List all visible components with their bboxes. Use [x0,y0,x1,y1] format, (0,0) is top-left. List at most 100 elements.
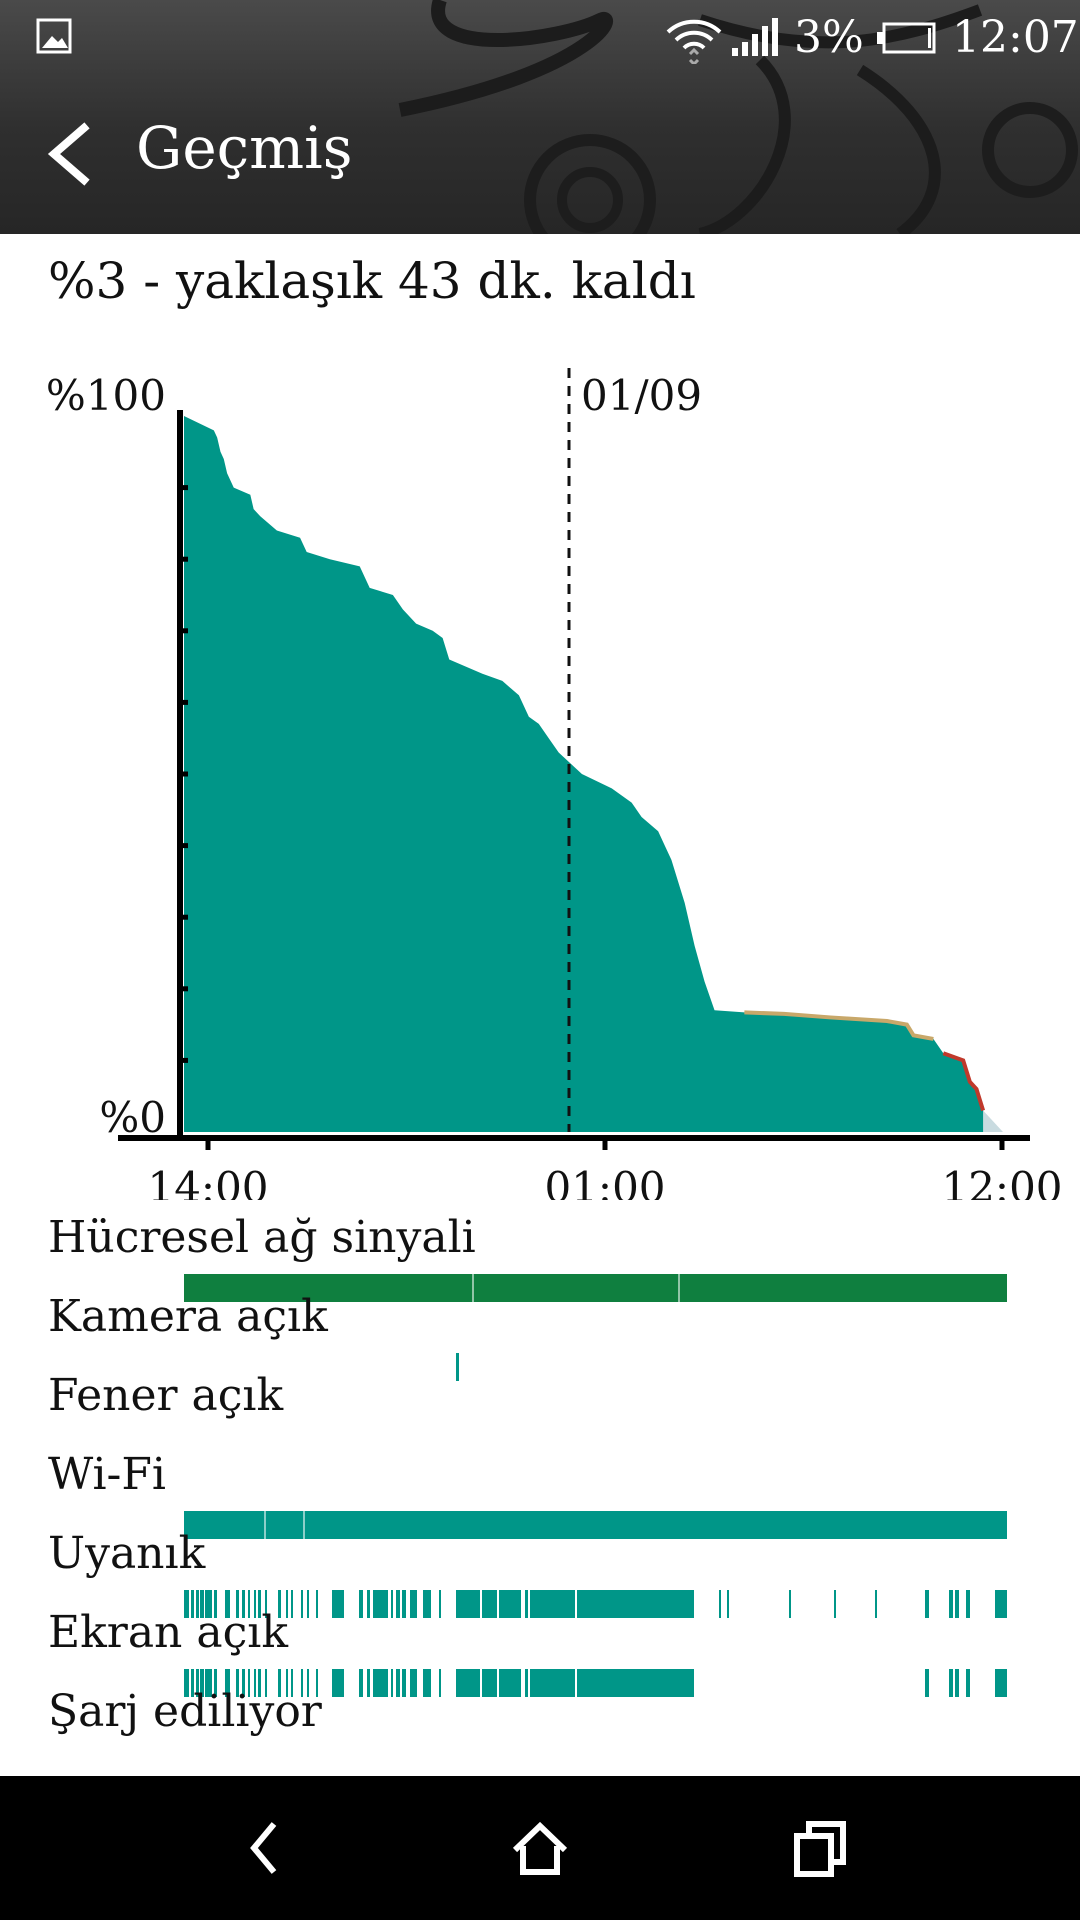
usage-segment-divider [303,1511,306,1539]
usage-segment [422,1590,431,1618]
usage-segment [290,1590,293,1618]
usage-segment [190,1590,194,1618]
usage-segment [461,1669,481,1697]
usage-segment [235,1669,240,1697]
usage-segment [307,1590,310,1618]
usage-row-label: Uyanık [48,1528,206,1579]
usage-segment [439,1669,442,1697]
usage-segment [315,1590,318,1618]
usage-segment [184,1274,1007,1302]
usage-segment [205,1669,212,1697]
usage-segment [455,1669,461,1697]
usage-segment [225,1590,231,1618]
usage-segment [955,1590,960,1618]
usage-row-track [184,1432,1007,1460]
x-tick-label: 01:00 [544,1163,665,1200]
usage-segment [949,1669,953,1697]
usage-segment [213,1669,217,1697]
decorative-swirl-background [398,0,1078,234]
usage-segment-divider [677,1274,680,1302]
usage-segment [718,1590,721,1618]
clock: 12:07 [952,12,1079,63]
status-bar: 3% 12:07 [0,0,1080,76]
usage-segment [286,1590,289,1618]
usage-segment [529,1590,575,1618]
usage-segment [307,1669,310,1697]
recents-icon[interactable] [775,1806,865,1890]
usage-segment [241,1590,245,1618]
usage-segment [248,1669,251,1697]
usage-segment-divider [263,1511,266,1539]
usage-segment [529,1669,575,1697]
battery-level-fill [184,416,984,1132]
usage-segment [195,1669,199,1697]
x-tick-label: 14:00 [147,1163,268,1200]
usage-segment [366,1669,370,1697]
usage-segment [190,1669,194,1697]
usage-segment [264,1669,268,1697]
usage-segment [225,1669,231,1697]
usage-segment [965,1669,970,1697]
usage-segment [439,1590,442,1618]
low-battery-edge-line [942,1051,986,1112]
usage-segment [834,1590,837,1618]
usage-segment [994,1590,1007,1618]
navigation-bar [0,1776,1080,1920]
usage-segment [410,1669,417,1697]
usage-row-label: Fener açık [48,1370,284,1421]
battery-projection [983,1110,1003,1132]
y-tick-label-min: %0 [99,1093,166,1142]
usage-segment [924,1669,929,1697]
usage-segment [422,1669,431,1697]
page-title: Geçmiş [136,114,353,182]
signal-icon [732,18,778,56]
gallery-notification-icon [36,18,72,54]
back-arrow-icon[interactable] [40,122,100,186]
usage-segment [576,1669,695,1697]
usage-segment [205,1590,212,1618]
usage-segment [359,1669,364,1697]
usage-segment [481,1669,497,1697]
usage-segment [258,1590,262,1618]
home-icon[interactable] [495,1806,585,1890]
battery-history-chart: %100 %0 01/09 14:00 01:00 12:00 [46,368,1063,1200]
usage-segment [332,1590,345,1618]
usage-segment [253,1669,256,1697]
usage-segment [248,1590,251,1618]
usage-segment [213,1590,217,1618]
usage-segment [994,1669,1007,1697]
usage-segment [277,1669,282,1697]
usage-segment [184,1669,189,1697]
usage-segment [396,1669,400,1697]
usage-segment [402,1590,407,1618]
chart-axes [118,368,1030,1150]
usage-segment [924,1590,929,1618]
usage-segment [277,1590,282,1618]
usage-row-track [184,1511,1007,1539]
usage-segment-divider [472,1274,475,1302]
usage-row-track [184,1748,1007,1776]
usage-segment [875,1590,878,1618]
usage-segment [402,1669,407,1697]
usage-segment [965,1590,970,1618]
battery-icon [877,22,936,54]
battery-percent: 3% [794,12,864,63]
usage-segment [286,1669,289,1697]
usage-segment [524,1590,528,1618]
usage-row-track [184,1669,1007,1697]
usage-segment [949,1590,953,1618]
usage-row-track [184,1274,1007,1302]
day-marker-label: 01/09 [581,371,702,420]
usage-segment [788,1590,791,1618]
usage-segment [195,1590,199,1618]
usage-row-track [184,1353,1007,1381]
usage-segment [955,1669,960,1697]
usage-segment [455,1590,461,1618]
app-header: 3% 12:07 Geçmiş [0,0,1080,234]
x-tick-label: 12:00 [941,1163,1062,1200]
usage-segment [456,1353,459,1381]
back-icon[interactable] [220,1806,310,1890]
usage-segment [576,1590,695,1618]
usage-row-label: Şarj ediliyor [48,1686,322,1737]
usage-segment [253,1590,256,1618]
